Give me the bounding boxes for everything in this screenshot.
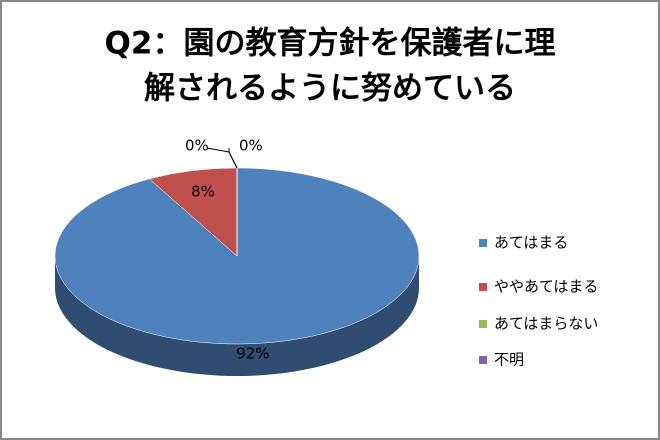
legend-label: 不明 [494, 351, 524, 369]
data-label: 8% [191, 183, 215, 201]
data-label: 92% [236, 344, 269, 362]
legend-swatch [479, 320, 487, 328]
chart-title: Q2：園の教育方針を保護者に理 [105, 26, 556, 62]
pie-slice [148, 167, 238, 257]
leader-line [228, 148, 238, 169]
pie-side [55, 256, 419, 376]
data-label: 0% [185, 137, 209, 155]
chart-title: 解されるように努めている [144, 71, 516, 107]
legend-label: あてはまらない [494, 315, 598, 333]
legend-label: ややあてはまる [494, 278, 598, 296]
legend-swatch [479, 356, 487, 364]
legend-swatch [479, 283, 487, 291]
legend-swatch [479, 239, 487, 247]
legend-label: あてはまる [494, 234, 568, 252]
data-label: 0% [239, 137, 263, 155]
